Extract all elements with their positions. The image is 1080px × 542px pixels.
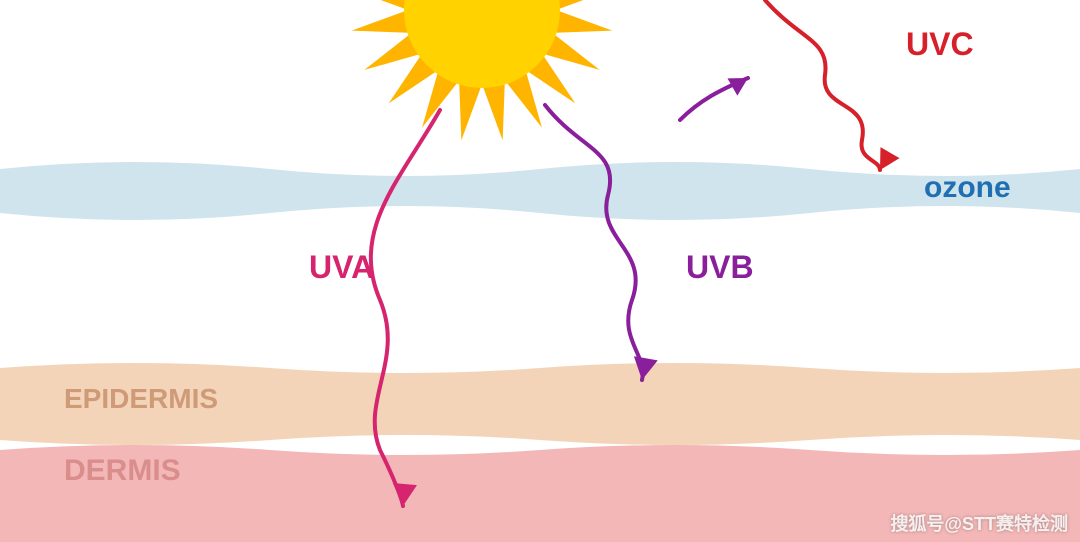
uvb-label: UVB (686, 249, 754, 286)
ozone-label: ozone (924, 171, 1011, 205)
sky-layer (0, 0, 1080, 155)
uvc-label: UVC (906, 26, 974, 63)
epidermis-label: EPIDERMIS (64, 383, 218, 415)
watermark-text: 搜狐号@STT赛特检测 (890, 510, 1068, 536)
uva-label: UVA (309, 249, 374, 286)
dermis-label: DERMIS (64, 454, 181, 488)
